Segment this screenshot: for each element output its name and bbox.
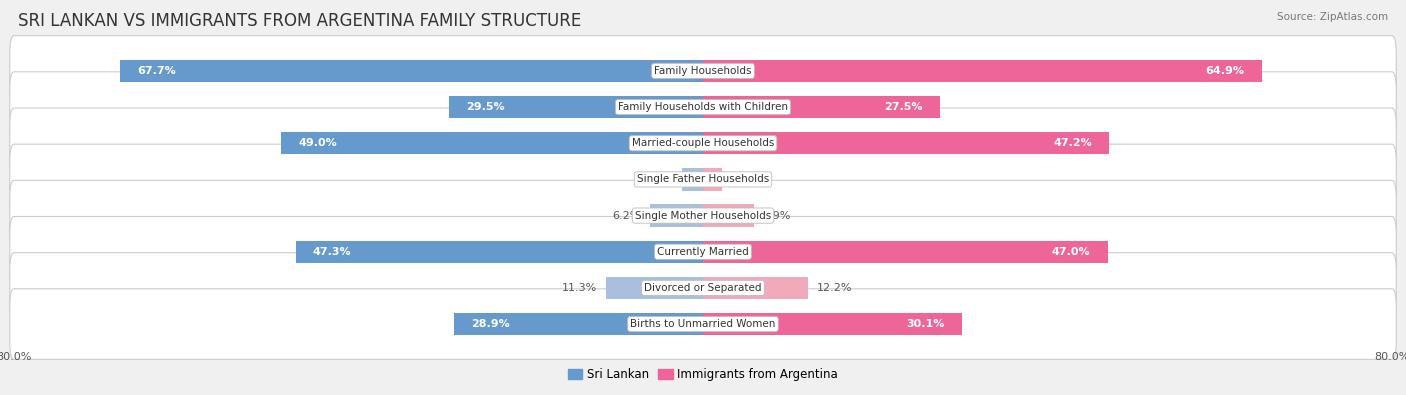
FancyBboxPatch shape: [10, 181, 1396, 251]
Bar: [703, 277, 808, 299]
Text: 47.3%: 47.3%: [314, 247, 352, 257]
Bar: [454, 313, 703, 335]
Bar: [295, 241, 703, 263]
Bar: [703, 60, 1263, 82]
Bar: [703, 132, 1109, 154]
Text: Married-couple Households: Married-couple Households: [631, 138, 775, 148]
Text: Currently Married: Currently Married: [657, 247, 749, 257]
Text: 5.9%: 5.9%: [762, 211, 790, 220]
Bar: [703, 168, 721, 191]
Text: Single Father Households: Single Father Households: [637, 175, 769, 184]
Text: SRI LANKAN VS IMMIGRANTS FROM ARGENTINA FAMILY STRUCTURE: SRI LANKAN VS IMMIGRANTS FROM ARGENTINA …: [18, 12, 582, 30]
FancyBboxPatch shape: [10, 144, 1396, 214]
Text: Single Mother Households: Single Mother Households: [636, 211, 770, 220]
Text: 49.0%: 49.0%: [298, 138, 337, 148]
FancyBboxPatch shape: [10, 72, 1396, 142]
Bar: [449, 96, 703, 118]
Legend: Sri Lankan, Immigrants from Argentina: Sri Lankan, Immigrants from Argentina: [568, 368, 838, 381]
FancyBboxPatch shape: [10, 36, 1396, 106]
Text: 47.0%: 47.0%: [1052, 247, 1091, 257]
Bar: [281, 132, 703, 154]
Text: 6.2%: 6.2%: [613, 211, 641, 220]
Text: Births to Unmarried Women: Births to Unmarried Women: [630, 319, 776, 329]
Text: 47.2%: 47.2%: [1053, 138, 1092, 148]
Text: 27.5%: 27.5%: [884, 102, 922, 112]
Text: 2.4%: 2.4%: [645, 175, 673, 184]
Bar: [650, 204, 703, 227]
Text: 29.5%: 29.5%: [467, 102, 505, 112]
FancyBboxPatch shape: [10, 289, 1396, 359]
Bar: [703, 313, 962, 335]
Text: 67.7%: 67.7%: [138, 66, 176, 76]
FancyBboxPatch shape: [10, 108, 1396, 179]
Text: Family Households: Family Households: [654, 66, 752, 76]
FancyBboxPatch shape: [10, 216, 1396, 287]
Text: 64.9%: 64.9%: [1206, 66, 1244, 76]
Bar: [703, 96, 939, 118]
FancyBboxPatch shape: [10, 253, 1396, 323]
Text: 11.3%: 11.3%: [562, 283, 598, 293]
Bar: [703, 204, 754, 227]
Text: 12.2%: 12.2%: [817, 283, 852, 293]
Text: 30.1%: 30.1%: [907, 319, 945, 329]
Text: 2.2%: 2.2%: [731, 175, 759, 184]
Bar: [703, 241, 1108, 263]
Text: 28.9%: 28.9%: [471, 319, 510, 329]
Text: Family Households with Children: Family Households with Children: [619, 102, 787, 112]
Text: Source: ZipAtlas.com: Source: ZipAtlas.com: [1277, 12, 1388, 22]
Text: Divorced or Separated: Divorced or Separated: [644, 283, 762, 293]
Bar: [606, 277, 703, 299]
Bar: [682, 168, 703, 191]
Bar: [120, 60, 703, 82]
